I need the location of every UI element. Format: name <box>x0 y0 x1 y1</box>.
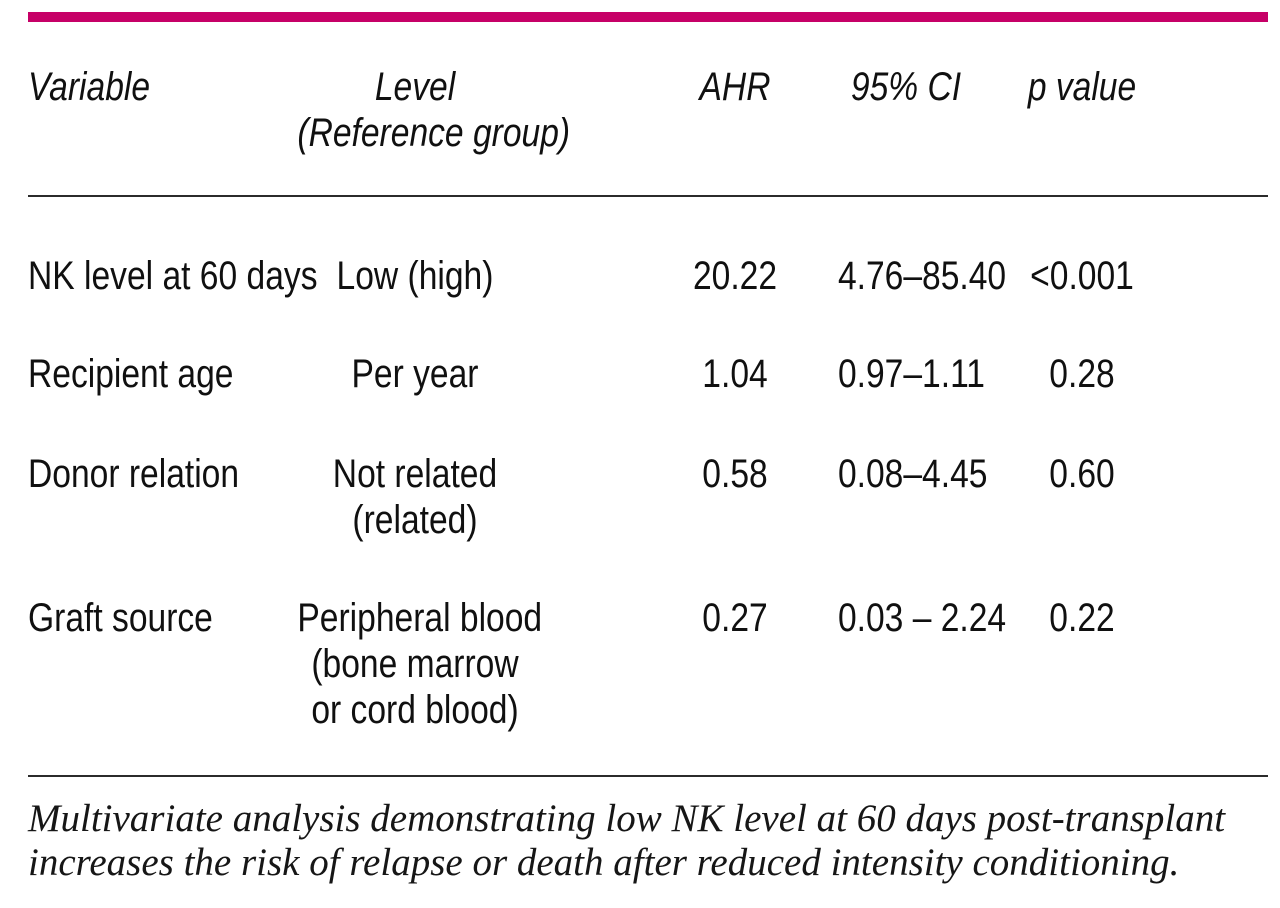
header-ci-label: 95% CI <box>850 65 962 109</box>
ci-value: 0.08–4.45 <box>837 452 988 496</box>
ahr-value: 20.22 <box>692 254 778 298</box>
p-value: 0.22 <box>1049 596 1115 640</box>
p-value: 0.28 <box>1049 352 1115 396</box>
header-pvalue: p value <box>987 64 1177 195</box>
ci-value: 4.76–85.40 <box>837 254 1007 298</box>
ahr-value: 0.27 <box>702 596 768 640</box>
ci-value: 0.97–1.11 <box>837 352 985 396</box>
level-text: or cord blood) <box>311 688 519 732</box>
level-text: Peripheral blood <box>297 596 543 640</box>
footer-rule <box>28 775 1268 777</box>
table-row: NK level at 60 days Low (high) 20.22 4.7… <box>28 253 1268 299</box>
variable-text: Recipient age <box>28 352 234 396</box>
header-ahr: AHR <box>645 64 825 195</box>
cell-ci: 4.76–85.40 <box>825 253 1007 299</box>
table-row: Donor relation Not related (related) 0.5… <box>28 451 1268 543</box>
header-level-line1: Level <box>374 65 456 109</box>
cell-right-spacer <box>1177 451 1268 543</box>
cell-ci: 0.08–4.45 <box>825 451 987 543</box>
cell-ahr: 20.22 <box>645 253 825 299</box>
cell-level: Peripheral blood (bone marrow or cord bl… <box>275 595 555 733</box>
cell-right-spacer <box>1177 253 1268 299</box>
cell-level: Per year <box>275 351 555 397</box>
p-value: <0.001 <box>1030 254 1134 298</box>
ahr-value: 1.04 <box>702 352 768 396</box>
cell-level: Low (high) <box>275 253 555 299</box>
header-level-line2: (Reference group) <box>297 111 571 155</box>
cell-right-spacer <box>1177 351 1268 397</box>
cell-variable: Graft source <box>28 595 275 733</box>
level-text: (bone marrow <box>311 642 519 686</box>
caption-line-1: Multivariate analysis demonstrating low … <box>28 797 1226 840</box>
cell-ci: 0.97–1.11 <box>825 351 987 397</box>
cell-pvalue: 0.60 <box>987 451 1177 543</box>
p-value: 0.60 <box>1049 452 1115 496</box>
cell-ci: 0.03 – 2.24 <box>825 595 1007 733</box>
header-rule <box>28 195 1268 197</box>
header-pvalue-label: p value <box>1027 65 1137 109</box>
ahr-value: 0.58 <box>702 452 768 496</box>
header-level: Level (Reference group) <box>275 64 571 195</box>
cell-spacer <box>555 351 645 397</box>
cell-variable: Recipient age <box>28 351 275 397</box>
cell-level: Not related (related) <box>275 451 555 543</box>
table-row: Graft source Peripheral blood (bone marr… <box>28 595 1268 733</box>
cell-ahr: 0.58 <box>645 451 825 543</box>
table-caption: Multivariate analysis demonstrating low … <box>28 797 1268 885</box>
cell-pvalue: <0.001 <box>987 253 1177 299</box>
variable-text: Donor relation <box>28 452 240 496</box>
header-variable-label: Variable <box>28 65 151 109</box>
level-text: Not related <box>332 452 498 496</box>
cell-spacer <box>555 595 645 733</box>
variable-text: Graft source <box>28 596 213 640</box>
caption-line-2: increases the risk of relapse or death a… <box>28 841 1180 884</box>
level-text: Low (high) <box>336 254 494 298</box>
variable-text: NK level at 60 days <box>28 254 318 298</box>
cell-variable: Donor relation <box>28 451 275 543</box>
cell-ahr: 0.27 <box>645 595 825 733</box>
cell-pvalue: 0.22 <box>987 595 1177 733</box>
cell-right-spacer <box>1177 595 1268 733</box>
cell-pvalue: 0.28 <box>987 351 1177 397</box>
table-body: NK level at 60 days Low (high) 20.22 4.7… <box>28 253 1268 775</box>
table-figure: Variable Level (Reference group) AHR 95%… <box>28 12 1268 885</box>
cell-ahr: 1.04 <box>645 351 825 397</box>
ci-value: 0.03 – 2.24 <box>837 596 1007 640</box>
level-text: Per year <box>351 352 479 396</box>
header-right-spacer <box>1177 64 1268 195</box>
table-header-row: Variable Level (Reference group) AHR 95%… <box>28 22 1268 195</box>
level-text: (related) <box>352 498 478 542</box>
accent-bar <box>28 12 1268 22</box>
cell-variable: NK level at 60 days <box>28 253 318 299</box>
cell-spacer <box>555 451 645 543</box>
header-ahr-label: AHR <box>699 65 771 109</box>
header-ci: 95% CI <box>825 64 987 195</box>
header-variable: Variable <box>28 64 275 195</box>
table-row: Recipient age Per year 1.04 0.97–1.11 0.… <box>28 351 1268 397</box>
cell-spacer <box>555 253 645 299</box>
